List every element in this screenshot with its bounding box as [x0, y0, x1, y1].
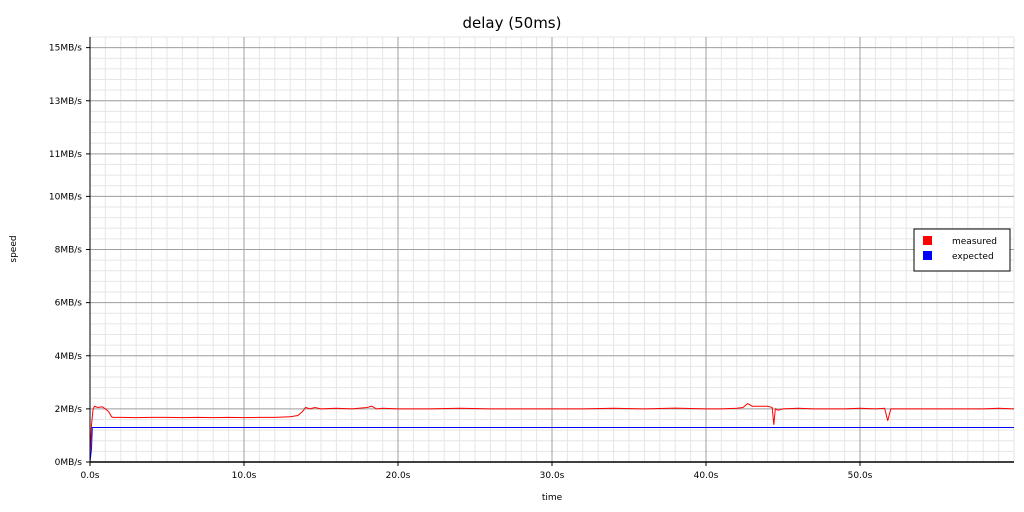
y-axis-label: speed	[9, 235, 19, 262]
legend-label-measured: measured	[952, 237, 997, 247]
x-tick-label: 20.0s	[386, 471, 411, 481]
y-tick-label: 11MB/s	[49, 150, 82, 160]
y-tick-label: 6MB/s	[55, 299, 83, 309]
x-tick-label: 40.0s	[694, 471, 719, 481]
y-tick-label: 13MB/s	[49, 97, 82, 107]
x-ticks: 0.0s 10.0s 20.0s 30.0s 40.0s 50.0s	[80, 462, 873, 481]
x-tick-label: 50.0s	[848, 471, 873, 481]
legend-box	[913, 228, 1011, 272]
x-tick-label: 10.0s	[232, 471, 257, 481]
legend-label-expected: expected	[952, 252, 994, 262]
legend-swatch-measured	[923, 236, 932, 245]
y-tick-label: 4MB/s	[55, 352, 83, 362]
x-tick-label: 30.0s	[540, 471, 565, 481]
y-ticks: 0MB/s 2MB/s 4MB/s 6MB/s 8MB/s 10MB/s 11MB/s 13M…	[49, 44, 90, 468]
y-tick-label: 15MB/s	[49, 44, 82, 54]
series-line-measured	[89, 402, 1015, 457]
chart-title: delay (50ms)	[463, 14, 562, 32]
y-tick-label: 2MB/s	[55, 405, 83, 415]
legend: measured expected	[913, 228, 1011, 272]
y-tick-label: 8MB/s	[55, 246, 83, 256]
legend-swatch-expected	[923, 251, 932, 260]
x-tick-label: 0.0s	[80, 471, 99, 481]
series-line-expected	[89, 427, 1014, 463]
x-axis-label: time	[542, 493, 563, 503]
series-layer	[89, 402, 1015, 463]
y-tick-label: 0MB/s	[55, 458, 83, 468]
y-tick-label: 10MB/s	[49, 192, 82, 202]
